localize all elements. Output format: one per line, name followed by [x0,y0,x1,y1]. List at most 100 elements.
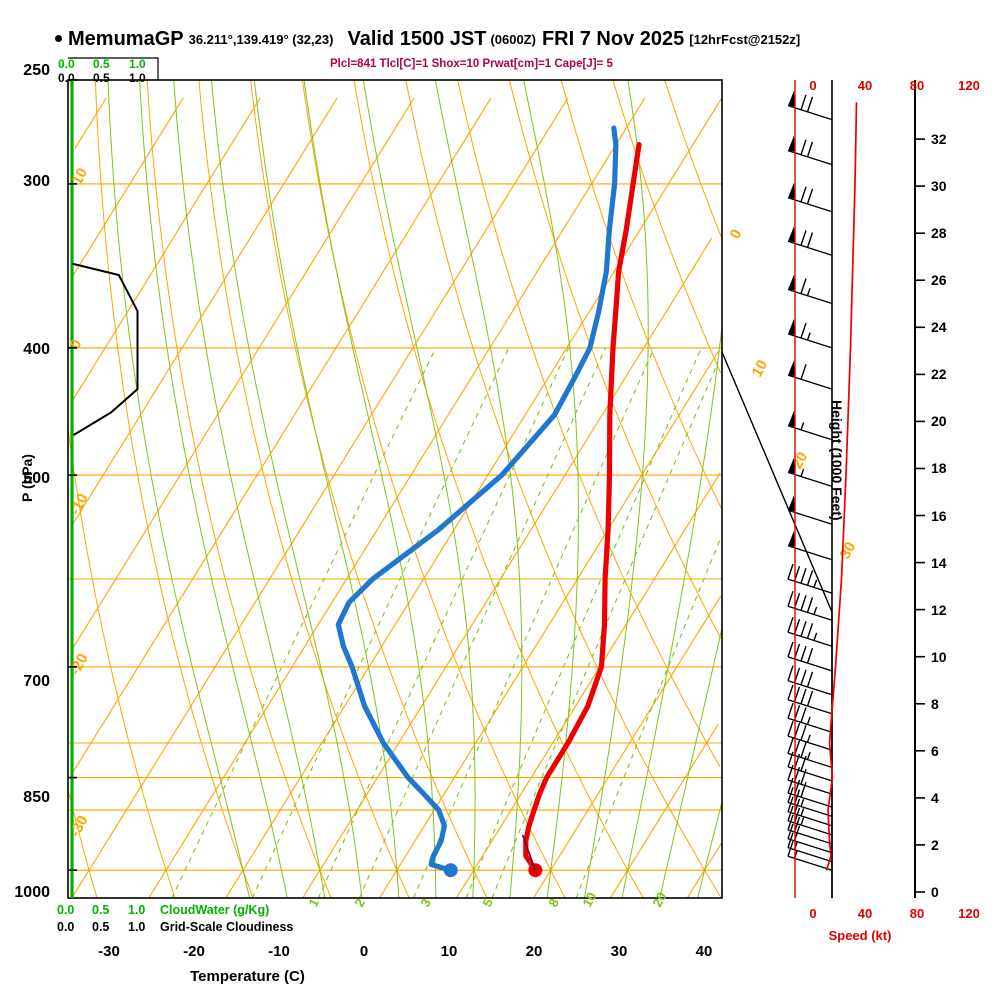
wind-barb-full-23-2 [800,364,807,380]
wind-barb-full-13-3 [806,690,814,707]
wind-barb-full-11-0 [787,720,794,737]
wind-barb-full-15-2 [800,645,807,662]
dry-adiabat-20 [301,80,566,898]
pressure-tick-500: 500 [23,470,50,487]
wind-barb-half-16 [813,632,818,641]
cloudwater-top-tick-2: 1.0 [129,57,146,71]
cloudiness-axis-title: Grid-Scale Cloudiness [160,920,294,934]
wind-barb-full-14-3 [806,671,814,688]
wind-barb-pennant-25 [788,274,795,291]
dry-adiabat--10 [146,80,332,898]
forecast-tag: [12hrFcst@2152z] [689,32,801,47]
sounding-curves-group [71,125,642,878]
cloudwater-scale-box [68,57,159,80]
wind-barb-pennant-21 [788,457,795,474]
wind-barb-full-18-3 [806,570,814,586]
wind-barb-pennant-23 [788,360,795,377]
station-marker-icon [55,34,62,42]
wind-barb-full-17-3 [806,597,814,613]
wind-barb-half-21 [800,468,805,477]
mixing-ratio-5 [413,347,655,898]
isotherm--30 [148,97,646,898]
wind-barb-half-6 [800,798,805,807]
speed-tick-top-0: 0 [809,78,817,93]
height-tick-label-14: 14 [931,554,947,571]
dry-adiabat-80 [612,80,722,374]
surface-temperature-marker [528,863,543,878]
isotherm--60 [72,97,415,649]
wind-barb-full-14-2 [800,669,807,686]
cloudwater-bottom-tick-0: 0.0 [57,903,75,917]
wind-barb-full-13-2 [800,688,807,705]
wind-barb-half-12 [806,716,811,725]
temperature-tick-40: 40 [695,943,713,960]
moist-adiabat-0 [253,80,400,898]
cloudwater-bottom-tick-2: 1.0 [128,903,146,917]
wind-barb-full-28-2 [800,139,807,155]
temperature-tick--10: -10 [268,943,290,960]
dry-adiabat-70 [560,80,722,509]
wind-barb-half-11 [806,734,811,743]
speed-tick-top-120: 120 [958,78,980,93]
wind-barb-pennant-26 [788,226,795,243]
isotherm-label-1: -20 [67,651,92,678]
height-tick-label-0: 0 [931,884,939,900]
dry-adiabat-40 [405,80,722,898]
isotherm--20 [225,97,722,898]
wind-barb-full-18-2 [800,567,807,584]
dry-adiabat-90 [664,80,722,239]
temperature-tick--20: -20 [183,943,205,960]
wind-barb-full-24-2 [800,322,807,339]
pressure-tick-700: 700 [23,673,50,690]
wind-barb-pennant-27 [788,182,795,199]
isotherm-10 [456,472,721,898]
station-coordinates: 36.211°,139.419° (32,23) [188,32,334,47]
wind-barb-half-22 [800,422,805,431]
mixing-ratio-3 [358,347,606,898]
isotherm--100 [74,97,107,149]
mixing-ratio-label-5: 10 [579,890,599,910]
moist-adiabat-25 [583,80,649,898]
wind-barb-full-6-0 [787,787,794,803]
isotherm--40 [71,97,569,898]
temperature-tick-10: 10 [440,943,458,960]
wind-barb-full-10-0 [787,738,794,754]
wind-barb-half-25 [806,287,811,296]
wind-barb-full-11-2 [800,724,807,741]
wind-barb-full-18-0 [787,563,794,580]
wind-barb-full-5-0 [787,796,794,813]
dewpoint-profile-line [335,125,619,873]
isotherm--10 [302,238,713,898]
moist-adiabat-15 [434,80,523,898]
dry-adiabat--20 [94,80,254,898]
wind-barb-column [721,80,833,898]
cloudwater-axis-title: CloudWater (g/Kg) [160,903,270,917]
speed-tick-bottom-80: 80 [909,906,925,921]
cloudwater-bottom-tick-1: 0.5 [92,903,110,917]
speed-tick-bottom-40: 40 [857,906,873,921]
isotherm-30 [609,723,719,898]
height-tick-label-18: 18 [931,460,947,477]
dry-adiabat--30 [68,425,176,898]
wind-barb-pennant-24 [788,318,795,335]
cloudiness-bottom-tick-0: 0.0 [57,920,75,934]
isotherm-label-2: -10 [67,491,92,518]
wind-barb-full-26-3 [806,232,814,248]
wind-barb-pennant-20 [788,495,795,512]
temperature-tick-0: 0 [359,943,369,960]
cloudwater-top-tick-0: 0.0 [58,57,75,71]
mixing-ratio-label-6: 20 [649,890,669,910]
temperature-tick-20: 20 [525,943,543,960]
wind-barb-full-17-0 [787,590,794,607]
valid-date: FRI 7 Nov 2025 [541,28,685,50]
moist-adiabat--20 [107,80,251,898]
wind-barb-full-12-2 [800,707,807,723]
wind-barb-pennant-29 [788,90,795,107]
wind-barb-full-3-0 [787,814,794,831]
wind-barb-full-28-3 [806,141,814,158]
temperature-tick-30: 30 [610,943,628,960]
wind-barb-full-25-2 [800,278,807,294]
height-tick-label-26: 26 [931,272,947,289]
speed-tick-bottom-0: 0 [809,906,817,921]
